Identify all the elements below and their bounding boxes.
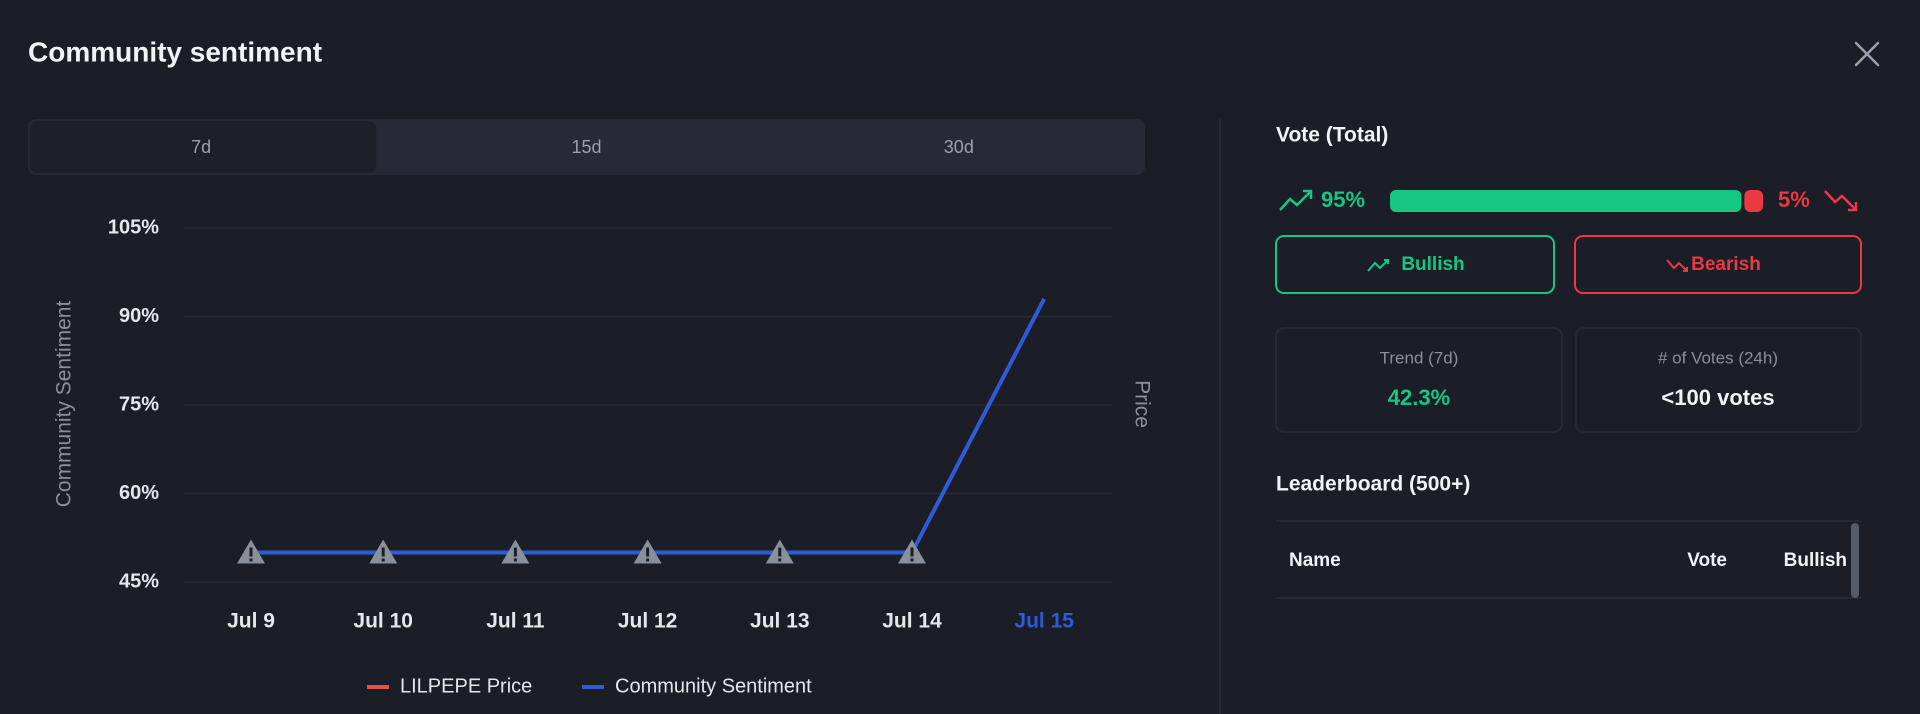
legend-label[interactable]: LILPEPE Price (400, 675, 532, 697)
bearish-percent: 5% (1778, 187, 1810, 212)
stat-value: 42.3% (1388, 385, 1450, 410)
y-tick-label: 45% (119, 570, 159, 592)
bullish-button[interactable] (1275, 235, 1555, 294)
close-icon[interactable] (1854, 41, 1880, 67)
y-tick-label: 105% (108, 216, 159, 238)
legend-label[interactable]: Community Sentiment (615, 675, 812, 697)
stat-label: Trend (7d) (1380, 348, 1459, 367)
y-tick-label: 90% (119, 305, 159, 327)
warning-icon (778, 558, 782, 562)
warning-icon (381, 558, 385, 562)
warning-icon (249, 547, 253, 557)
warning-icon (646, 547, 650, 557)
y-tick-label: 75% (119, 393, 159, 415)
tab-label[interactable]: 15d (571, 137, 601, 157)
warning-icon (910, 558, 914, 562)
x-tick-label: Jul 9 (227, 610, 275, 633)
x-tick-label: Jul 15 (1014, 610, 1074, 633)
bullish-icon (1367, 259, 1389, 272)
stat-card (1575, 327, 1862, 433)
stat-label: # of Votes (24h) (1658, 348, 1778, 367)
bullish-icon (1384, 259, 1389, 264)
x-tick-label: Jul 14 (882, 610, 942, 633)
close-button[interactable] (1854, 41, 1880, 67)
modal-title: Community sentiment (28, 36, 322, 67)
active-tab[interactable] (30, 121, 377, 173)
bullish-trend-icon (1303, 189, 1313, 199)
warning-icon (778, 547, 782, 557)
column-header[interactable]: Vote (1687, 550, 1727, 571)
column-header[interactable]: Bullish (1784, 550, 1847, 571)
leaderboard-title: Leaderboard (500+) (1276, 473, 1470, 496)
x-tick-label: Jul 10 (353, 610, 413, 633)
vote-title: Vote (Total) (1276, 124, 1388, 147)
warning-icon (646, 558, 650, 562)
bullish-trend-icon (1279, 190, 1312, 211)
bearish-button-label[interactable]: Bearish (1691, 254, 1761, 275)
warning-icon (910, 547, 914, 557)
x-tick-label: Jul 13 (750, 610, 810, 633)
warning-icon (381, 547, 385, 557)
warning-icon (513, 547, 517, 557)
stat-value: <100 votes (1661, 385, 1774, 410)
bearish-trend-icon (1824, 190, 1857, 211)
bullish-percent: 95% (1321, 187, 1365, 212)
stat-card (1275, 327, 1563, 433)
tab-label[interactable]: 30d (944, 137, 974, 157)
scrollbar[interactable] (1851, 523, 1859, 598)
y-tick-label: 60% (119, 482, 159, 504)
bearish-icon (1683, 267, 1688, 272)
bullish-button-label[interactable]: Bullish (1401, 254, 1464, 275)
x-tick-label: Jul 12 (618, 610, 678, 633)
bearish-bar (1744, 190, 1763, 212)
y2-axis-label: Price (1130, 380, 1153, 428)
bearish-trend-icon (1848, 202, 1858, 212)
column-header[interactable]: Name (1289, 550, 1341, 571)
warning-icon (513, 558, 517, 562)
warning-icon (249, 558, 253, 562)
y-axis-label: Community Sentiment (53, 301, 76, 508)
bearish-icon (1666, 259, 1688, 272)
tab-label[interactable]: 7d (191, 137, 211, 157)
x-tick-label: Jul 11 (486, 610, 545, 633)
bearish-button[interactable] (1574, 235, 1862, 294)
bullish-bar (1390, 190, 1742, 212)
